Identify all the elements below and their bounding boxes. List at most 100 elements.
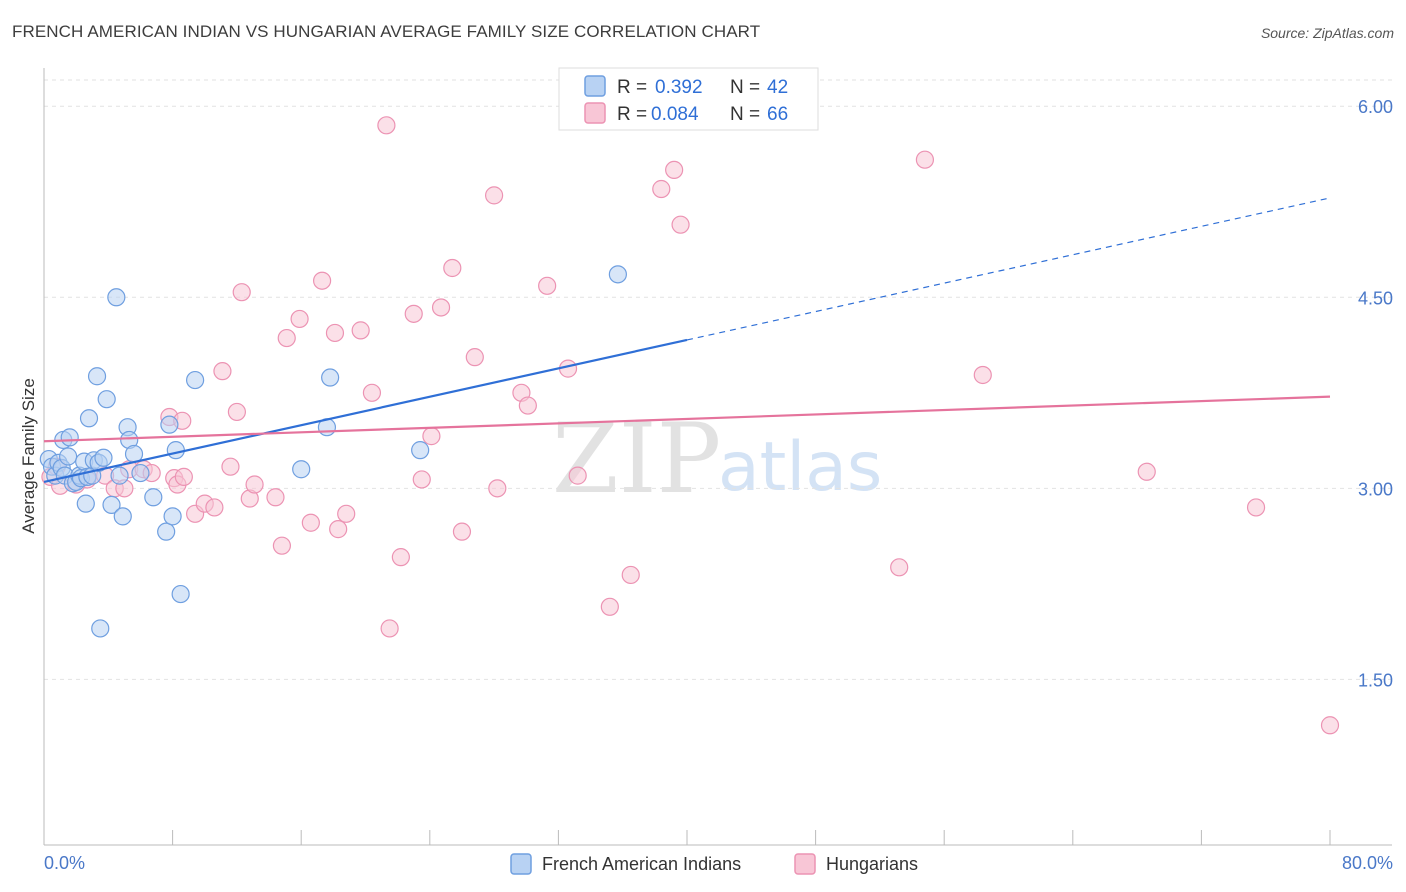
hungarians-point-18: [205, 498, 224, 517]
y-tick-label-1: 3.00: [1358, 479, 1393, 499]
french-american-indians-point-39: [292, 460, 311, 479]
hungarians-point-26: [272, 536, 292, 555]
french-american-indians-point-14: [76, 494, 95, 513]
hungarians-point-29: [301, 513, 320, 532]
french-american-indians-point-36: [166, 441, 185, 460]
bottom-legend-swatch-pink: [794, 853, 816, 875]
legend-swatch-pink: [584, 102, 606, 124]
hungarians-point-40: [412, 470, 431, 489]
hungarians-point-60: [973, 365, 992, 385]
french-american-indians-point-25: [107, 288, 126, 307]
french-american-indians-point-21: [91, 619, 110, 638]
legend-r-label-1: R =: [617, 77, 647, 98]
x-tick-label-min: 0.0%: [44, 853, 85, 873]
hungarians-point-30: [312, 271, 332, 290]
french-american-indians-point-32: [144, 488, 163, 507]
french-american-indians-point-35: [163, 507, 182, 526]
french-american-indians-point-23: [97, 390, 116, 409]
gridlines: [44, 79, 1392, 680]
hungarians-point-33: [337, 504, 356, 523]
hungarians-point-59: [915, 150, 935, 169]
hungarians-point-57: [671, 215, 690, 234]
hungarians-point-46: [485, 186, 504, 205]
french-american-indians-point-31: [131, 463, 150, 483]
french-american-indians-point-7: [59, 447, 78, 466]
french-american-indians-point-26: [110, 466, 129, 485]
legend-n-label-1: N =: [730, 77, 760, 98]
hungarians-point-32: [329, 520, 348, 539]
trend-lines: [43, 197, 1331, 484]
legend-r-value-1: 0.392: [655, 77, 703, 98]
hungarians-point-27: [277, 328, 296, 348]
hungarians-point-50: [538, 276, 557, 295]
bottom-legend-swatch-blue: [510, 853, 532, 875]
french-american-indians-point-19: [87, 367, 107, 386]
french-american-indians-point-37: [171, 584, 190, 604]
hungarians-point-25: [266, 488, 285, 507]
series-french-american-indians-points: [39, 265, 627, 638]
hungarians-point-49: [518, 396, 537, 415]
french-american-indians-point-34: [160, 415, 179, 434]
hungarians-point-63: [1320, 716, 1340, 735]
hungarians-point-39: [404, 304, 423, 323]
hungarians-point-38: [391, 548, 410, 567]
hungarians-point-53: [600, 597, 619, 616]
hungarians-point-35: [362, 383, 382, 402]
french-american-indians-point-42: [411, 441, 430, 460]
french-american-indians-point-40: [321, 368, 340, 387]
y-axis-label: Average Family Size: [19, 378, 38, 534]
y-tick-label-2: 4.50: [1358, 288, 1393, 308]
trend-line-blue-dashed: [686, 197, 1331, 341]
hungarians-point-56: [665, 160, 684, 180]
french-american-indians-point-16: [79, 409, 99, 428]
french-american-indians-point-27: [113, 507, 132, 526]
y-tick-label-0: 1.50: [1358, 670, 1393, 690]
x-tick-label-max: 80.0%: [1342, 853, 1393, 873]
hungarians-point-58: [890, 558, 909, 577]
chart-source: Source: ZipAtlas.com: [1260, 25, 1394, 41]
hungarians-point-54: [621, 565, 640, 585]
hungarians-point-42: [431, 298, 451, 317]
hungarians-point-31: [325, 323, 345, 343]
french-american-indians-point-38: [186, 370, 205, 390]
hungarians-point-45: [465, 348, 484, 367]
legend-r-value-2: 0.084: [651, 104, 699, 125]
legend-n-value-2: 66: [767, 104, 788, 125]
french-american-indians-point-24: [102, 495, 121, 515]
french-american-indians-point-8: [60, 428, 79, 447]
y-tick-labels: 1.50 3.00 4.50 6.00: [1358, 97, 1393, 690]
hungarians-point-36: [377, 116, 396, 135]
trend-line-pink: [43, 395, 1331, 443]
legend-n-value-1: 42: [767, 77, 788, 98]
trend-line-blue-solid: [43, 338, 688, 484]
hungarians-point-44: [452, 522, 472, 541]
legend-swatch-blue: [584, 75, 606, 97]
french-american-indians-point-43: [608, 265, 627, 284]
hungarians-point-47: [488, 479, 507, 498]
watermark-atlas: atlas: [718, 428, 882, 507]
legend-r-label-2: R =: [617, 104, 647, 125]
y-tick-label-3: 6.00: [1358, 97, 1393, 117]
hungarians-point-24: [245, 475, 264, 494]
hungarians-point-37: [380, 619, 399, 638]
hungarians-point-52: [568, 466, 587, 485]
hungarians-point-20: [221, 457, 240, 476]
hungarians-point-41: [422, 427, 441, 446]
bottom-legend: French American Indians Hungarians: [510, 853, 918, 875]
hungarians-point-43: [443, 258, 462, 278]
hungarians-point-22: [232, 283, 251, 302]
hungarians-point-55: [652, 179, 671, 199]
hungarians-point-61: [1137, 462, 1156, 481]
chart-title: FRENCH AMERICAN INDIAN VS HUNGARIAN AVER…: [12, 22, 761, 41]
hungarians-point-21: [227, 402, 246, 422]
hungarians-point-28: [290, 309, 309, 329]
french-american-indians-point-33: [157, 522, 176, 541]
legend-n-label-2: N =: [730, 104, 760, 125]
hungarians-point-15: [174, 467, 193, 486]
x-ticks: [43, 830, 1331, 845]
hungarians-point-62: [1246, 498, 1266, 517]
bottom-legend-label-blue: French American Indians: [542, 854, 741, 874]
french-american-indians-point-22: [94, 448, 113, 467]
hungarians-point-19: [213, 362, 232, 381]
